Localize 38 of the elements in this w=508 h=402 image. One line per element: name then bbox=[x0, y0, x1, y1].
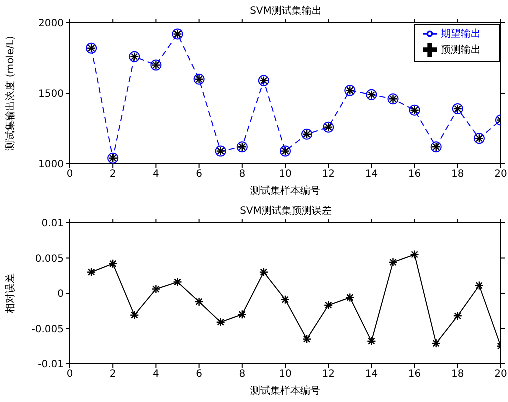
x-tick-label: 10 bbox=[279, 169, 292, 180]
x-tick-label: 8 bbox=[239, 369, 246, 380]
x-axis-title: 测试集样本编号 bbox=[250, 385, 320, 397]
x-tick-label: 18 bbox=[452, 369, 464, 380]
x-tick-label: 20 bbox=[494, 369, 508, 380]
x-tick-label: 16 bbox=[408, 169, 422, 180]
x-tick-label: 4 bbox=[153, 169, 160, 180]
y-axis-title: 相对误差 bbox=[4, 274, 17, 314]
y-tick-label: -0.01 bbox=[38, 360, 64, 371]
legend-label: 预测输出 bbox=[441, 45, 481, 56]
x-tick-label: 10 bbox=[279, 369, 292, 380]
x-tick-label: 0 bbox=[66, 369, 74, 380]
chart-title: SVM测试集输出 bbox=[249, 4, 323, 18]
x-tick-label: 6 bbox=[196, 169, 202, 180]
x-tick-label: 2 bbox=[110, 169, 116, 180]
legend-label: 期望输出 bbox=[441, 29, 481, 40]
y-tick-label: 1000 bbox=[38, 160, 64, 171]
x-tick-label: 4 bbox=[153, 369, 160, 380]
x-tick-label: 12 bbox=[322, 369, 335, 380]
x-axis-title: 测试集样本编号 bbox=[250, 185, 320, 197]
y-tick-label: 0.005 bbox=[35, 254, 64, 265]
x-tick-label: 14 bbox=[365, 369, 378, 380]
x-tick-label: 16 bbox=[408, 369, 422, 380]
x-tick-label: 20 bbox=[494, 169, 508, 180]
x-tick-label: 14 bbox=[365, 169, 378, 180]
x-tick-label: 12 bbox=[322, 169, 335, 180]
x-tick-label: 2 bbox=[110, 369, 116, 380]
chart-title: SVM测试集预测误差 bbox=[239, 204, 333, 218]
y-tick-label: 0 bbox=[58, 289, 64, 300]
y-tick-label: 2000 bbox=[38, 18, 64, 30]
x-tick-label: 8 bbox=[239, 169, 246, 180]
y-tick-label: -0.005 bbox=[32, 324, 64, 336]
x-tick-label: 0 bbox=[66, 169, 74, 180]
y-axis-title: 测试集输出浓度 (mole/L) bbox=[4, 36, 17, 151]
y-tick-label: 1500 bbox=[38, 89, 64, 100]
y-tick-label: 0.01 bbox=[42, 218, 64, 230]
x-tick-label: 18 bbox=[452, 169, 464, 180]
x-tick-label: 6 bbox=[196, 369, 202, 380]
